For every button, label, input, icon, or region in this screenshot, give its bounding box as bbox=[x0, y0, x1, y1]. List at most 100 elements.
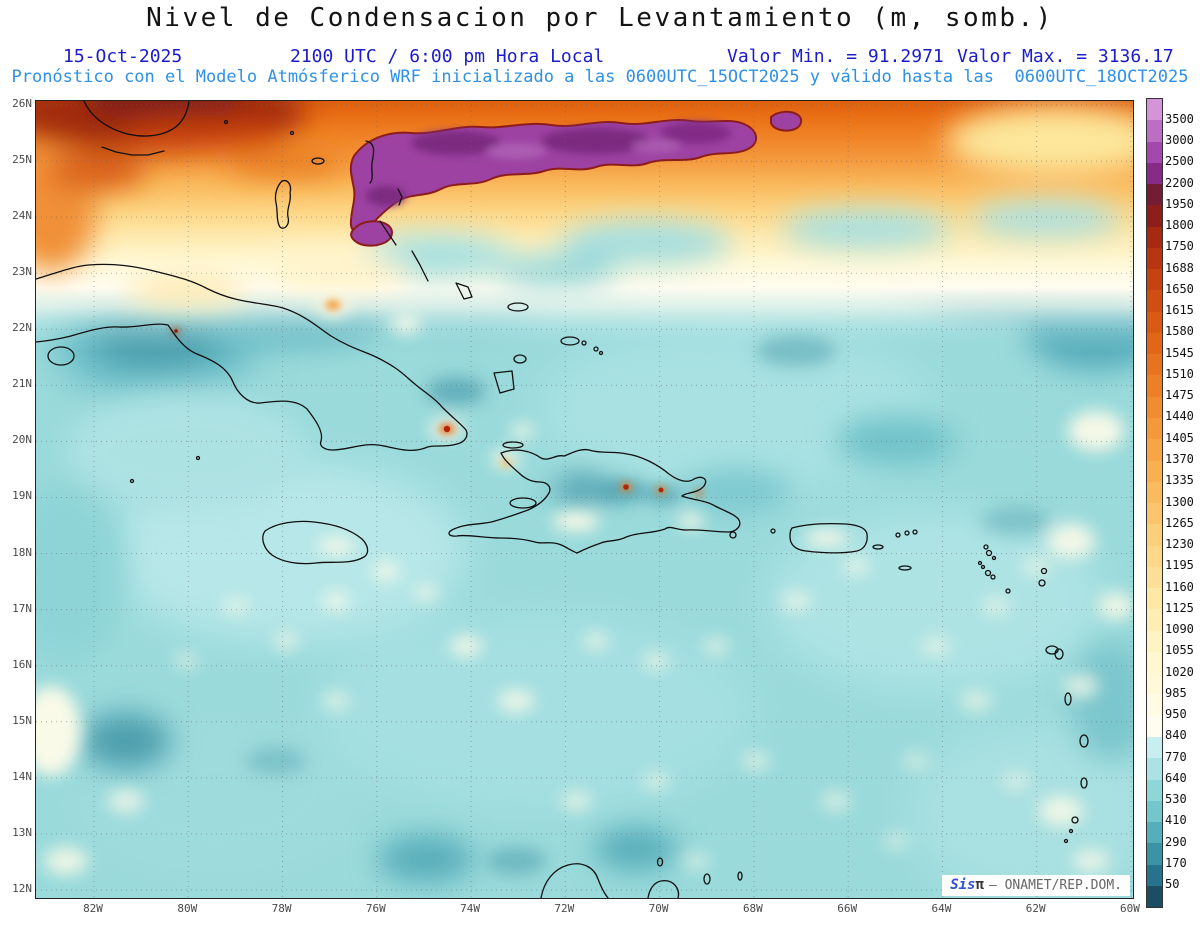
coast-bonaire bbox=[737, 871, 743, 881]
colorbar-segment bbox=[1147, 269, 1162, 291]
coast-jamaica bbox=[262, 520, 369, 565]
lon-label: 82W bbox=[83, 902, 103, 915]
coast-puerto-rico bbox=[789, 522, 868, 554]
colorbar-segment bbox=[1147, 226, 1162, 248]
colorbar-tick-label: 1125 bbox=[1165, 600, 1194, 615]
coast-montserrat bbox=[1005, 588, 1011, 594]
lat-label: 22N bbox=[12, 321, 32, 335]
colorbar-segment bbox=[1147, 588, 1162, 610]
max-value-label: Valor Max. = 3136.17 bbox=[957, 46, 1174, 67]
lon-label: 80W bbox=[177, 902, 198, 915]
colorbar-tick-label: 640 bbox=[1165, 770, 1187, 785]
coast-aruba bbox=[656, 857, 664, 867]
colorbar-segment bbox=[1147, 417, 1162, 440]
colorbar-segment bbox=[1147, 375, 1162, 397]
coast-saona bbox=[729, 531, 737, 539]
coast-barbuda bbox=[1040, 567, 1048, 575]
colorbar-tick-label: 1405 bbox=[1165, 430, 1194, 445]
colorbar-segment bbox=[1147, 885, 1162, 908]
lat-label: 13N bbox=[12, 825, 32, 839]
coast-martinique bbox=[1079, 734, 1089, 748]
colorbar-tick-label: 1265 bbox=[1165, 515, 1194, 530]
colorbar-tick-label: 1090 bbox=[1165, 622, 1194, 637]
coast-antigua bbox=[1038, 579, 1046, 587]
watermark-org: – ONAMET/REP.DOM. bbox=[988, 878, 1122, 893]
run-date: 15-Oct-2025 bbox=[63, 46, 183, 67]
lat-label: 15N bbox=[12, 713, 32, 727]
coast-st-vincent bbox=[1071, 816, 1079, 824]
min-value-label: Valor Min. = 91.2971 bbox=[727, 46, 944, 67]
colorbar-segments bbox=[1147, 99, 1162, 908]
colorbar-segment bbox=[1147, 545, 1162, 567]
colorbar-tick-label: 1580 bbox=[1165, 324, 1194, 339]
colorbar-segment bbox=[1147, 864, 1162, 886]
coast-st-croix bbox=[898, 565, 912, 571]
coast-exuma bbox=[379, 220, 397, 246]
colorbar-segment bbox=[1147, 247, 1162, 270]
coast-st-lucia bbox=[1080, 777, 1088, 789]
colorbar-segment bbox=[1147, 673, 1162, 695]
lat-label: 23N bbox=[12, 265, 32, 279]
lat-label: 26N bbox=[12, 97, 32, 110]
colorbar-segment bbox=[1147, 120, 1162, 142]
colorbar-tick-label: 290 bbox=[1165, 834, 1187, 849]
map-plot: Sisπ – ONAMET/REP.DOM. bbox=[35, 100, 1134, 899]
coast-curacao bbox=[703, 873, 711, 885]
colorbar-tick-label: 1300 bbox=[1165, 494, 1194, 509]
lon-label: 78W bbox=[271, 902, 292, 915]
lon-label: 66W bbox=[837, 902, 858, 915]
coast-isla-juventud bbox=[47, 346, 75, 366]
colorbar-segment bbox=[1147, 651, 1162, 674]
colorbar-tick-label: 530 bbox=[1165, 792, 1187, 807]
lat-label: 18N bbox=[12, 545, 32, 559]
lat-label: 14N bbox=[12, 769, 32, 783]
coast-paraguana bbox=[647, 879, 680, 898]
coast-mayaguana bbox=[507, 302, 529, 312]
colorbar-tick-label: 1370 bbox=[1165, 451, 1194, 466]
colorbar-segment bbox=[1147, 99, 1162, 121]
colorbar-segment bbox=[1147, 779, 1162, 801]
colorbar-tick-label: 1650 bbox=[1165, 281, 1194, 296]
colorbar-segment bbox=[1147, 503, 1162, 525]
forecast-note: Pronóstico con el Modelo Atmósferico WRF… bbox=[11, 67, 1189, 87]
colorbar-segment bbox=[1147, 736, 1162, 759]
colorbar-tick-label: 1335 bbox=[1165, 473, 1194, 488]
coast-little-inagua bbox=[513, 354, 527, 364]
map-canvas bbox=[36, 101, 1133, 898]
colorbar-segment bbox=[1147, 481, 1162, 504]
colorbar-segment bbox=[1147, 332, 1162, 355]
colorbar-segment bbox=[1147, 822, 1162, 844]
colorbar-tick-label: 1800 bbox=[1165, 218, 1194, 233]
coast-tortuga bbox=[502, 441, 524, 449]
colorbar-tick-label: 1545 bbox=[1165, 345, 1194, 360]
colorbar-tick-label: 170 bbox=[1165, 855, 1187, 870]
colorbar-tick-label: 2500 bbox=[1165, 154, 1194, 169]
lon-label: 74W bbox=[460, 902, 481, 915]
colorbar-tick-label: 1510 bbox=[1165, 366, 1194, 381]
colorbar-tick-label: 1950 bbox=[1165, 196, 1194, 211]
colorbar-segment bbox=[1147, 205, 1162, 227]
colorbar-segment bbox=[1147, 524, 1162, 546]
coast-guajira bbox=[540, 863, 609, 898]
lat-label: 25N bbox=[12, 153, 32, 167]
coast-caicos bbox=[560, 336, 580, 346]
coast-gonave bbox=[509, 497, 537, 509]
pi-symbol-icon: π bbox=[975, 877, 984, 893]
coast-dominica bbox=[1064, 692, 1072, 706]
lat-label: 12N bbox=[12, 881, 32, 895]
coast-cuba bbox=[36, 263, 468, 451]
colorbar-tick-label: 840 bbox=[1165, 728, 1187, 743]
colorbar-segment bbox=[1147, 566, 1162, 589]
lat-label: 24N bbox=[12, 209, 32, 223]
coast-mona bbox=[770, 528, 776, 534]
colorbar-segment bbox=[1147, 162, 1162, 185]
colorbar-tick-label: 3500 bbox=[1165, 111, 1194, 126]
coast-florida bbox=[83, 101, 190, 137]
colorbar-segment bbox=[1147, 460, 1162, 482]
colorbar-tick-label: 1475 bbox=[1165, 388, 1194, 403]
colorbar-segment bbox=[1147, 311, 1162, 333]
colorbar-segment bbox=[1147, 694, 1162, 716]
lat-label: 16N bbox=[12, 657, 32, 671]
lat-label: 19N bbox=[12, 489, 32, 503]
colorbar-segment bbox=[1147, 758, 1162, 780]
